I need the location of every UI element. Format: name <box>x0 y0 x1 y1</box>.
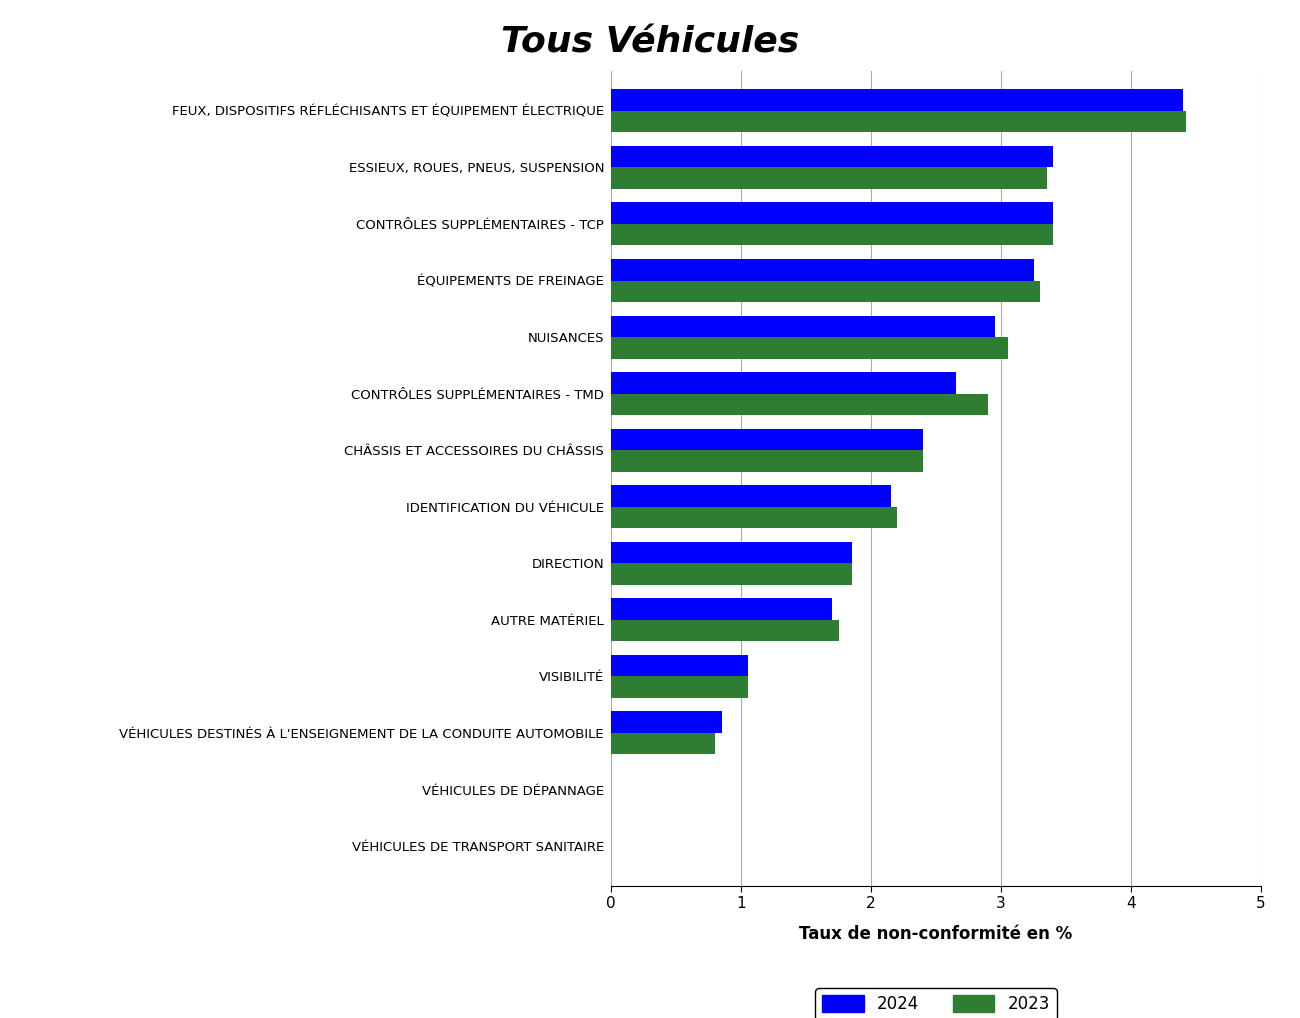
X-axis label: Taux de non-conformité en %: Taux de non-conformité en % <box>800 925 1072 943</box>
Bar <box>611 224 1053 245</box>
Bar <box>611 620 838 641</box>
Bar <box>611 563 852 584</box>
Bar <box>611 507 897 528</box>
Bar <box>611 486 891 507</box>
Bar <box>611 599 832 620</box>
Bar <box>611 733 715 754</box>
Bar <box>611 316 994 337</box>
Bar <box>611 167 1046 189</box>
Bar <box>611 429 923 450</box>
Legend: 2024, 2023: 2024, 2023 <box>815 988 1057 1018</box>
Bar <box>611 337 1008 358</box>
Bar <box>611 542 852 563</box>
Bar <box>611 111 1186 132</box>
Text: Tous Véhicules: Tous Véhicules <box>500 25 800 59</box>
Bar <box>611 394 988 415</box>
Bar <box>611 676 748 698</box>
Bar <box>611 259 1034 281</box>
Bar <box>611 281 1040 302</box>
Bar <box>611 373 956 394</box>
Bar <box>611 450 923 471</box>
Bar <box>611 90 1183 111</box>
Bar <box>611 655 748 676</box>
Bar <box>611 146 1053 167</box>
Bar <box>611 712 722 733</box>
Bar <box>611 203 1053 224</box>
